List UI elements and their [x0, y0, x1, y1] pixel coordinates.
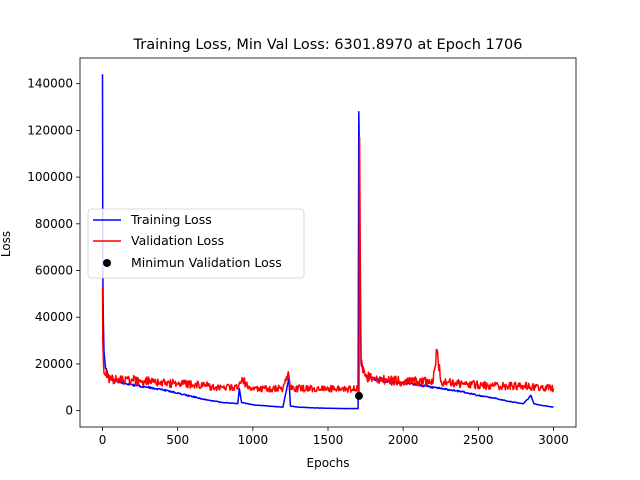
x-tick-label: 0	[99, 433, 107, 447]
y-tick-label: 60000	[35, 264, 73, 278]
chart-title: Training Loss, Min Val Loss: 6301.8970 a…	[133, 37, 523, 53]
legend-box	[87, 208, 305, 279]
min-validation-point	[354, 391, 363, 400]
series-line-validation	[101, 136, 555, 397]
x-axis-label: Epochs	[307, 456, 350, 470]
plot-area: 0 500 1000 1500 2000 2500 3000 0 20000 40000 60000…	[27, 57, 577, 447]
x-tick-label: 2000	[388, 433, 419, 447]
y-tick-label: 20000	[35, 357, 73, 371]
y-tick-label: 0	[65, 404, 73, 418]
legend-label: Minimun Validation Loss	[131, 255, 282, 270]
y-tick-label: 100000	[27, 170, 73, 184]
series-line-training	[101, 74, 554, 410]
y-tick-label: 80000	[35, 217, 73, 231]
y-tick-label: 40000	[35, 310, 73, 324]
legend: Training Loss Validation Loss Minimun Vali…	[87, 208, 305, 279]
legend-marker	[103, 259, 111, 267]
y-tick-label: 120000	[27, 123, 73, 137]
x-tick-label: 1000	[238, 433, 269, 447]
x-tick-label: 1500	[313, 433, 344, 447]
x-tick-label: 2500	[463, 433, 494, 447]
legend-label: Training Loss	[130, 212, 212, 227]
y-tick-label: 140000	[27, 77, 73, 91]
x-tick-label: 3000	[538, 433, 569, 447]
x-tick-label: 500	[166, 433, 189, 447]
legend-label: Validation Loss	[131, 233, 224, 248]
y-axis-label: Loss	[0, 231, 13, 257]
